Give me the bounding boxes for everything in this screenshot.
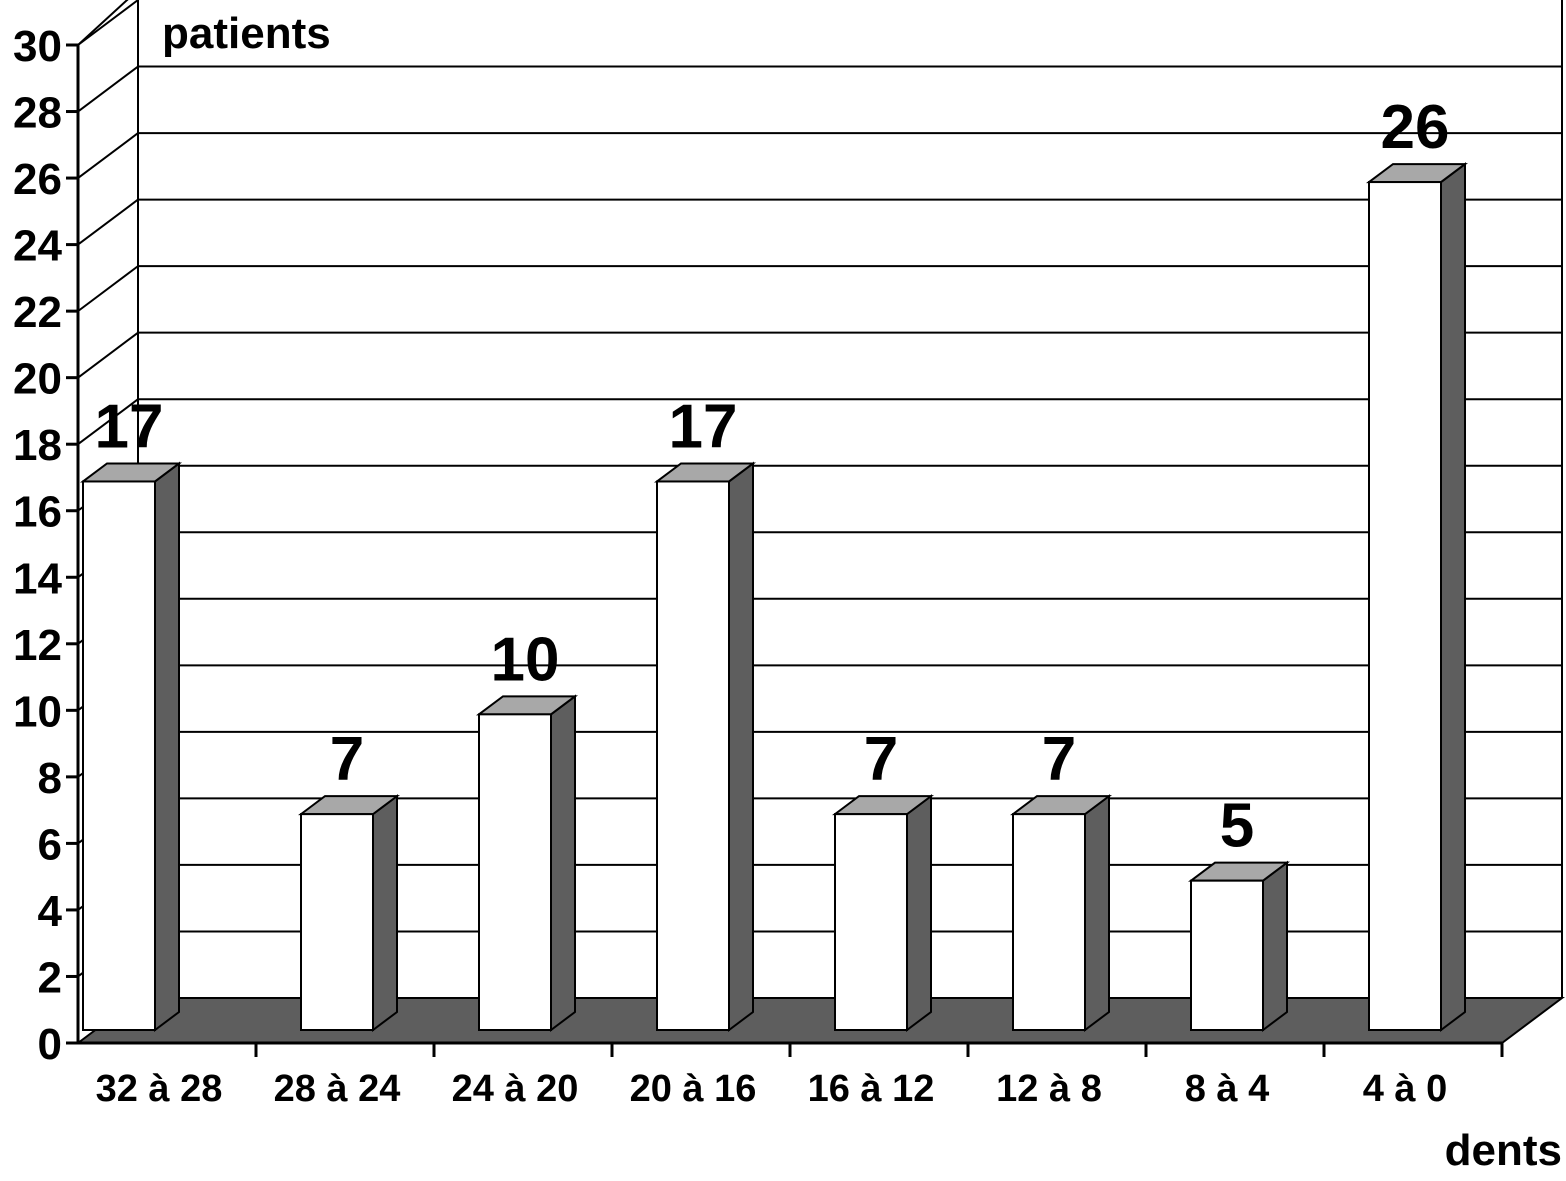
x-tick-label: 12 à 8 <box>996 1068 1102 1110</box>
bar-side <box>372 794 398 1032</box>
x-tick-label: 24 à 20 <box>452 1068 579 1110</box>
y-tick-label: 22 <box>13 288 62 337</box>
side-gridline <box>77 398 139 446</box>
data-label: 5 <box>1220 792 1254 861</box>
bar <box>834 813 908 1032</box>
y-tick-label: 0 <box>38 1020 62 1069</box>
x-tick-label: 16 à 12 <box>808 1068 935 1110</box>
y-tick-label: 28 <box>13 89 62 138</box>
bar-side <box>154 461 180 1032</box>
y-tick-label: 10 <box>13 687 62 736</box>
bar-side <box>1084 794 1110 1032</box>
side-gridline <box>77 0 139 46</box>
x-tick-label: 4 à 0 <box>1363 1068 1448 1110</box>
bars <box>80 162 1468 1032</box>
y-tick-label: 2 <box>38 953 62 1002</box>
data-label: 10 <box>491 625 560 694</box>
x-axis-label: dents <box>1445 1126 1562 1175</box>
bar <box>478 713 552 1031</box>
side-gridline <box>77 65 139 113</box>
y-tick-label: 4 <box>38 887 63 936</box>
data-label: 17 <box>95 392 164 461</box>
y-tick-label: 16 <box>13 488 62 537</box>
bar <box>656 480 730 1031</box>
data-label: 26 <box>1381 93 1450 162</box>
bar <box>82 480 156 1031</box>
data-label: 17 <box>669 392 738 461</box>
x-axis-ticks: 32 à 28 28 à 24 24 à 20 20 à 16 16 à 12 12 à … <box>96 1043 1504 1110</box>
bar-side <box>550 694 576 1032</box>
bar-side <box>1262 860 1288 1032</box>
data-label: 7 <box>1042 725 1076 794</box>
bar <box>1190 879 1264 1032</box>
y-axis-label: patients <box>162 9 331 58</box>
y-tick-label: 20 <box>13 355 62 404</box>
side-gridline <box>77 132 139 179</box>
y-tick-label: 18 <box>13 421 62 470</box>
bar <box>1368 181 1442 1032</box>
x-tick-label: 8 à 4 <box>1185 1068 1270 1110</box>
y-tick-label: 12 <box>13 621 62 670</box>
axes <box>76 45 1502 1045</box>
bar <box>1012 813 1086 1032</box>
bar-side <box>728 461 754 1032</box>
y-tick-label: 30 <box>13 22 62 71</box>
bar-side <box>906 794 932 1032</box>
bar-side <box>1440 162 1466 1032</box>
side-gridline <box>77 198 139 246</box>
y-tick-label: 14 <box>13 554 62 603</box>
y-tick-label: 26 <box>13 155 62 204</box>
y-tick-label: 8 <box>38 754 62 803</box>
data-label: 7 <box>330 725 364 794</box>
data-label: 7 <box>864 725 898 794</box>
data-labels: 17 7 10 17 7 7 5 26 <box>95 93 1450 861</box>
side-gridline <box>77 265 139 312</box>
y-tick-label: 6 <box>38 820 62 869</box>
side-gridline <box>77 331 139 379</box>
bar <box>300 813 374 1032</box>
x-tick-label: 32 à 28 <box>96 1068 223 1110</box>
x-tick-label: 20 à 16 <box>630 1068 757 1110</box>
x-tick-label: 28 à 24 <box>274 1068 401 1110</box>
side-wall-top-edge <box>77 0 129 46</box>
y-tick-label: 24 <box>13 222 62 271</box>
